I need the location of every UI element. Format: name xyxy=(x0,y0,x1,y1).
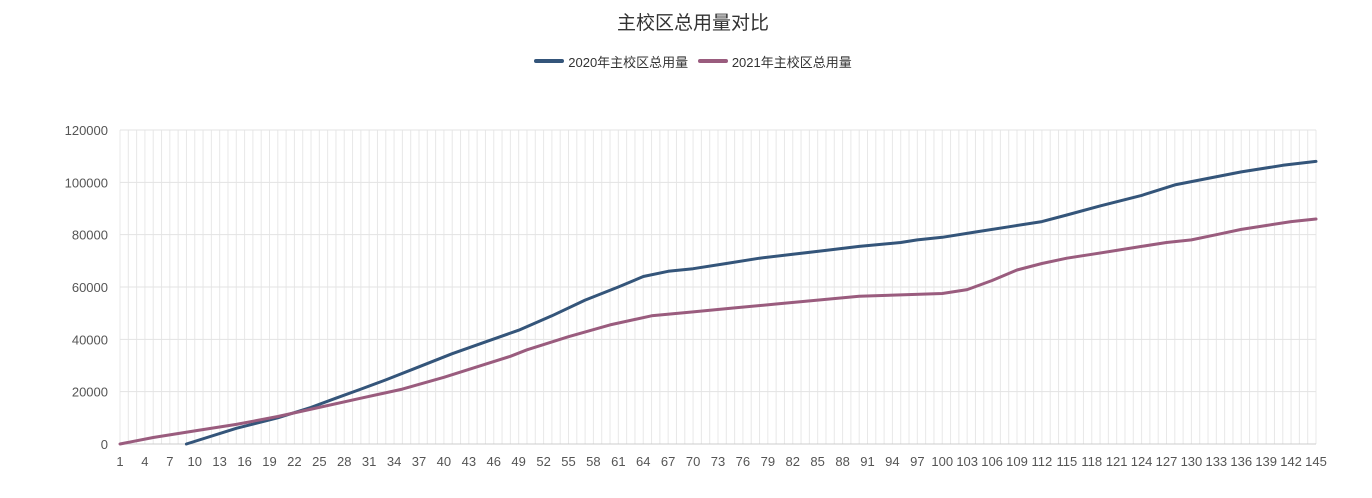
x-tick-label: 112 xyxy=(1032,454,1053,469)
x-tick-label: 73 xyxy=(711,454,725,469)
x-tick-label: 97 xyxy=(910,454,924,469)
x-tick-label: 4 xyxy=(141,454,148,469)
x-tick-label: 79 xyxy=(761,454,775,469)
x-tick-label: 37 xyxy=(412,454,426,469)
x-tick-label: 103 xyxy=(956,454,978,469)
x-tick-label: 133 xyxy=(1205,454,1227,469)
x-tick-label: 7 xyxy=(166,454,173,469)
x-tick-label: 22 xyxy=(287,454,301,469)
x-tick-label: 64 xyxy=(636,454,650,469)
x-tick-label: 145 xyxy=(1305,454,1327,469)
x-tick-label: 55 xyxy=(561,454,575,469)
x-tick-label: 70 xyxy=(686,454,700,469)
x-tick-label: 136 xyxy=(1230,454,1252,469)
legend-item-2021[interactable]: 2021年主校区总用量 xyxy=(697,52,852,71)
x-tick-label: 34 xyxy=(387,454,401,469)
series-line-2020[interactable] xyxy=(184,159,1318,446)
x-tick-label: 118 xyxy=(1081,454,1102,469)
legend-swatch-2021 xyxy=(697,59,728,63)
legend-label-2021: 2021年主校区总用量 xyxy=(731,54,852,70)
series-lines xyxy=(118,159,1318,446)
legend-label-2020: 2020年主校区总用量 xyxy=(568,54,689,70)
x-tick-label: 1 xyxy=(116,454,123,469)
x-tick-label: 58 xyxy=(586,454,600,469)
x-tick-label: 109 xyxy=(1006,454,1028,469)
x-tick-label: 49 xyxy=(511,454,525,469)
x-tick-label: 25 xyxy=(312,454,326,469)
x-tick-label: 127 xyxy=(1156,454,1178,469)
x-tick-label: 16 xyxy=(237,454,251,469)
series-line-2021[interactable] xyxy=(118,217,1318,446)
x-tick-label: 31 xyxy=(362,454,376,469)
x-tick-label: 94 xyxy=(885,454,899,469)
x-tick-label: 130 xyxy=(1181,454,1203,469)
y-tick-label: 60000 xyxy=(72,280,108,295)
y-tick-label: 0 xyxy=(101,437,108,452)
axes: 0 20000 40000 60000 80000 100000 120000 1 4 7 10 13… xyxy=(65,123,1327,469)
y-tick-label: 40000 xyxy=(72,332,108,347)
x-tick-label: 10 xyxy=(188,454,202,469)
legend-swatch-2020 xyxy=(534,59,565,63)
x-tick-label: 40 xyxy=(437,454,451,469)
x-tick-label: 142 xyxy=(1280,454,1302,469)
y-tick-label: 20000 xyxy=(72,385,108,400)
x-tick-label: 67 xyxy=(661,454,675,469)
x-tick-label: 46 xyxy=(487,454,501,469)
x-tick-label: 76 xyxy=(736,454,750,469)
x-tick-label: 88 xyxy=(835,454,849,469)
x-tick-label: 52 xyxy=(536,454,550,469)
legend-item-2020[interactable]: 2020年主校区总用量 xyxy=(534,52,688,71)
x-tick-label: 43 xyxy=(462,454,476,469)
x-tick-label: 100 xyxy=(931,454,953,469)
x-tick-label: 121 xyxy=(1106,454,1128,469)
x-tick-label: 115 xyxy=(1056,454,1077,469)
y-tick-label: 100000 xyxy=(65,175,108,190)
x-tick-label: 13 xyxy=(212,454,226,469)
x-tick-label: 82 xyxy=(786,454,800,469)
y-tick-label: 120000 xyxy=(65,123,108,138)
x-tick-label: 106 xyxy=(981,454,1003,469)
x-tick-label: 85 xyxy=(810,454,824,469)
legend: 2020年主校区总用量 2021年主校区总用量 xyxy=(0,51,1372,71)
x-tick-label: 61 xyxy=(611,454,625,469)
x-tick-label: 124 xyxy=(1131,454,1153,469)
x-tick-label: 139 xyxy=(1255,454,1277,469)
x-tick-label: 28 xyxy=(337,454,351,469)
x-tick-label: 19 xyxy=(262,454,276,469)
grid xyxy=(119,129,1317,445)
x-tick-label: 91 xyxy=(860,454,874,469)
y-tick-label: 80000 xyxy=(72,228,108,243)
chart-title: 主校区总用量对比 xyxy=(616,13,769,34)
